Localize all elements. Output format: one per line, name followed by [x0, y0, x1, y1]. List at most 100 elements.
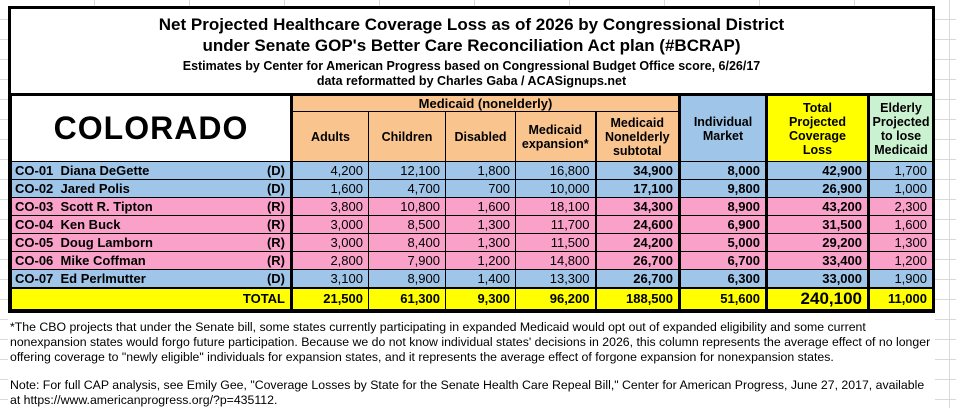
district-cell: CO-03 Scott R. Tipton (R): [11, 197, 292, 216]
state-name-cell: COLORADO: [11, 95, 292, 162]
cell-disabled: 1,800: [445, 161, 516, 180]
cell-adults: 4,200: [290, 161, 369, 180]
cell-children: 10,800: [368, 197, 446, 216]
total-label-cell: TOTAL: [11, 286, 292, 310]
cell-elderly-total: 11,000: [867, 286, 933, 310]
cell-children: 8,400: [368, 233, 446, 252]
cell-expansion: 14,800: [515, 251, 596, 270]
cell-disabled: 1,400: [445, 269, 516, 288]
district-label: CO-04 Ken Buck: [15, 217, 121, 232]
party-label: (R): [266, 235, 285, 250]
group-header-row: COLORADO Medicaid (nonelderly) Individua…: [11, 95, 933, 162]
report-title-line2: under Senate GOP's Better Care Reconcili…: [202, 36, 741, 55]
cell-subtotal: 17,100: [594, 179, 680, 198]
table-row-co04: CO-04 Ken Buck (R) 3,000 8,500 1,300 11,7…: [11, 215, 933, 234]
table-row-total: TOTAL 21,500 61,300 9,300 96,200 188,500…: [11, 286, 933, 310]
table-row-co07: CO-07 Ed Perlmutter (D) 3,100 8,900 1,400…: [11, 269, 933, 288]
party-label: (R): [266, 199, 285, 214]
cell-subtotal: 34,900: [594, 161, 680, 180]
cell-elderly: 1,000: [867, 179, 933, 198]
cell-disabled: 1,300: [445, 215, 516, 234]
party-label: (D): [266, 181, 285, 196]
party-label: (D): [266, 270, 285, 286]
cell-total: 33,400: [765, 251, 869, 270]
cell-subtotal: 34,300: [594, 197, 680, 216]
district-cell: CO-04 Ken Buck (R): [11, 215, 292, 234]
cell-total: 29,200: [765, 233, 869, 252]
cell-individual: 8,000: [678, 161, 767, 180]
table-row-co01: CO-01 Diana DeGette (D) 4,200 12,100 1,80…: [11, 161, 933, 180]
report-board: Net Projected Healthcare Coverage Loss a…: [8, 6, 935, 313]
cell-children: 8,900: [368, 269, 446, 288]
report-credit: data reformatted by Charles Gaba / ACASi…: [316, 74, 627, 88]
col-header-individual-market: Individual Market: [678, 95, 767, 162]
cell-expansion-total: 96,200: [515, 286, 596, 310]
cell-individual: 6,300: [678, 269, 767, 288]
cell-adults: 2,800: [290, 251, 369, 270]
source-note: Note: For full CAP analysis, see Emily G…: [10, 377, 925, 407]
party-label: (R): [266, 217, 285, 232]
cell-elderly: 1,200: [867, 251, 933, 270]
cell-expansion: 18,100: [515, 197, 596, 216]
cell-disabled-total: 9,300: [445, 286, 516, 310]
party-label: (D): [266, 163, 285, 178]
district-cell: CO-07 Ed Perlmutter (D): [11, 269, 292, 288]
cell-subtotal-total: 188,500: [594, 286, 680, 310]
table-row-co06: CO-06 Mike Coffman (R) 2,800 7,900 1,200 …: [11, 251, 933, 270]
cell-total: 42,900: [765, 161, 869, 180]
district-cell: CO-02 Jared Polis (D): [11, 179, 292, 198]
cell-subtotal: 24,600: [594, 215, 680, 234]
cell-children: 12,100: [368, 161, 446, 180]
table-row-co02: CO-02 Jared Polis (D) 1,600 4,700 700 10,…: [11, 179, 933, 198]
cell-individual: 8,900: [678, 197, 767, 216]
district-cell: CO-06 Mike Coffman (R): [11, 251, 292, 270]
content-area: Net Projected Healthcare Coverage Loss a…: [8, 6, 935, 408]
cell-total: 31,500: [765, 215, 869, 234]
cell-children: 8,500: [368, 215, 446, 234]
cell-individual: 6,900: [678, 215, 767, 234]
district-cell: CO-05 Doug Lamborn (R): [11, 233, 292, 252]
district-label: CO-07 Ed Perlmutter: [15, 270, 146, 286]
cell-expansion: 10,000: [515, 179, 596, 198]
cell-individual: 5,000: [678, 233, 767, 252]
table-row-co03: CO-03 Scott R. Tipton (R) 3,800 10,800 1,…: [11, 197, 933, 216]
cell-expansion: 11,500: [515, 233, 596, 252]
sub-header-row: Adults Children Disabled Medicaid expans…: [12, 111, 933, 162]
cell-disabled: 1,200: [445, 251, 516, 270]
cell-adults: 3,000: [290, 233, 369, 252]
cell-elderly: 1,900: [867, 269, 933, 288]
cell-individual: 9,800: [678, 179, 767, 198]
cell-disabled: 1,300: [445, 233, 516, 252]
report-subtitle: Estimates by Center for American Progres…: [182, 59, 761, 73]
cell-subtotal: 26,700: [594, 269, 680, 288]
cell-individual-total: 51,600: [678, 286, 767, 310]
footnote-asterisk: *The CBO projects that under the Senate …: [10, 319, 931, 364]
col-header-expansion: Medicaid expansion*: [515, 111, 596, 162]
cell-individual: 6,700: [678, 251, 767, 270]
cell-expansion: 13,300: [515, 269, 596, 288]
cell-elderly: 2,300: [867, 197, 933, 216]
cell-total: 33,000: [765, 269, 869, 288]
cell-adults-total: 21,500: [290, 286, 369, 310]
coverage-loss-table: COLORADO Medicaid (nonelderly) Individua…: [11, 95, 933, 310]
cell-total: 43,200: [765, 197, 869, 216]
cell-elderly: 1,300: [867, 233, 933, 252]
col-header-subtotal: Medicaid Nonelderly subtotal: [594, 111, 680, 162]
cell-disabled: 700: [445, 179, 516, 198]
col-header-total-loss: Total Projected Coverage Loss: [765, 95, 869, 162]
col-header-children: Children: [368, 111, 446, 162]
cell-adults: 3,000: [290, 215, 369, 234]
cell-elderly: 1,600: [867, 215, 933, 234]
cell-adults: 3,800: [290, 197, 369, 216]
district-cell: CO-01 Diana DeGette (D): [11, 161, 292, 180]
district-label: CO-02 Jared Polis: [15, 181, 130, 196]
cell-children-total: 61,300: [368, 286, 446, 310]
district-label: CO-01 Diana DeGette: [15, 163, 150, 178]
cell-adults: 1,600: [290, 179, 369, 198]
cell-subtotal: 26,700: [594, 251, 680, 270]
cell-adults: 3,100: [290, 269, 369, 288]
title-block: Net Projected Healthcare Coverage Loss a…: [11, 9, 932, 95]
cell-grand-total: 240,100: [765, 286, 869, 310]
cell-expansion: 16,800: [515, 161, 596, 180]
col-header-adults: Adults: [290, 111, 369, 162]
